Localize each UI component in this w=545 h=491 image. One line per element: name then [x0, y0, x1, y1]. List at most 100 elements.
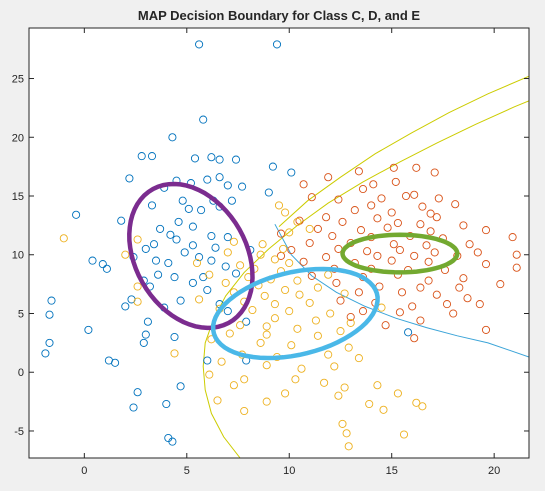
data-point	[231, 269, 241, 278]
y-tick-label: 20	[12, 132, 24, 144]
data-point	[358, 307, 368, 316]
data-point	[430, 168, 439, 177]
data-point	[240, 406, 249, 416]
data-point	[508, 233, 517, 242]
data-point	[285, 228, 294, 237]
data-point	[258, 240, 267, 249]
data-point	[272, 40, 282, 49]
axes-frame	[28, 27, 530, 459]
data-point	[45, 338, 54, 347]
data-point	[432, 213, 441, 222]
data-point	[334, 391, 343, 400]
data-point	[373, 214, 382, 223]
data-point	[344, 343, 353, 352]
data-point	[270, 300, 279, 309]
data-point	[121, 250, 130, 259]
data-point	[121, 302, 130, 311]
data-point	[328, 231, 337, 241]
data-point	[133, 297, 142, 306]
data-point	[203, 285, 212, 295]
data-point	[322, 253, 331, 262]
data-point	[59, 234, 68, 243]
data-point	[279, 244, 288, 253]
data-point	[426, 209, 435, 218]
data-point	[281, 285, 290, 295]
data-point	[410, 190, 419, 199]
data-point	[459, 221, 468, 230]
data-point	[168, 133, 177, 142]
data-point	[481, 260, 491, 269]
data-point	[408, 302, 417, 311]
data-point	[418, 402, 427, 411]
data-point	[346, 312, 355, 322]
data-point	[410, 334, 419, 343]
data-point	[236, 321, 245, 330]
data-point	[324, 173, 333, 182]
data-point	[270, 255, 279, 264]
y-tick-label: 5	[18, 308, 24, 320]
data-point	[221, 262, 230, 271]
data-point	[416, 316, 425, 325]
data-point	[322, 213, 331, 222]
data-point	[242, 317, 251, 326]
data-point	[512, 250, 521, 259]
data-point	[363, 247, 372, 256]
data-point	[473, 248, 482, 257]
data-point	[463, 294, 472, 303]
data-point	[223, 233, 232, 242]
data-point	[180, 248, 189, 257]
y-tick-label: 25	[12, 74, 24, 86]
data-point	[203, 356, 212, 365]
data-point	[223, 307, 232, 316]
data-point	[149, 240, 159, 249]
axes-background	[29, 28, 529, 458]
data-point	[367, 201, 376, 210]
data-point	[47, 296, 56, 305]
data-point	[340, 383, 349, 392]
data-point	[151, 256, 161, 265]
class-ellipse	[340, 232, 460, 275]
y-tick-label: 15	[12, 191, 24, 203]
x-tick-label: 10	[283, 465, 295, 477]
data-point	[313, 224, 322, 233]
data-point	[262, 322, 271, 331]
data-point	[213, 396, 222, 405]
data-point	[295, 290, 304, 299]
decision-boundary-line	[274, 223, 529, 358]
y-tick-label: 0	[18, 367, 24, 379]
x-axis-ticks: 0 5 10 15 20	[81, 28, 500, 477]
data-point	[207, 256, 216, 265]
data-point	[397, 288, 407, 297]
data-point	[248, 305, 257, 315]
data-point	[147, 152, 157, 161]
data-point	[387, 256, 396, 265]
x-tick-label: 5	[184, 465, 190, 477]
data-point	[449, 309, 458, 318]
data-point	[170, 332, 179, 342]
data-point	[262, 330, 271, 339]
data-point	[215, 155, 224, 164]
data-point	[268, 162, 277, 171]
data-point	[379, 405, 388, 414]
data-point	[172, 235, 181, 244]
data-point	[270, 314, 279, 323]
data-point	[299, 180, 308, 189]
data-point	[260, 291, 269, 300]
data-point	[350, 206, 359, 215]
data-point	[195, 40, 204, 49]
data-point	[240, 375, 249, 384]
data-point	[311, 316, 320, 325]
data-point	[236, 261, 245, 270]
x-tick-label: 20	[488, 465, 500, 477]
data-point	[41, 349, 50, 358]
data-point	[340, 289, 349, 298]
data-point	[215, 173, 224, 182]
data-point	[481, 226, 491, 235]
data-point	[305, 224, 314, 233]
data-point	[223, 181, 232, 190]
data-point	[117, 216, 126, 225]
data-point	[481, 325, 491, 334]
data-point	[125, 174, 134, 183]
data-point	[164, 258, 173, 268]
data-point	[225, 329, 234, 338]
